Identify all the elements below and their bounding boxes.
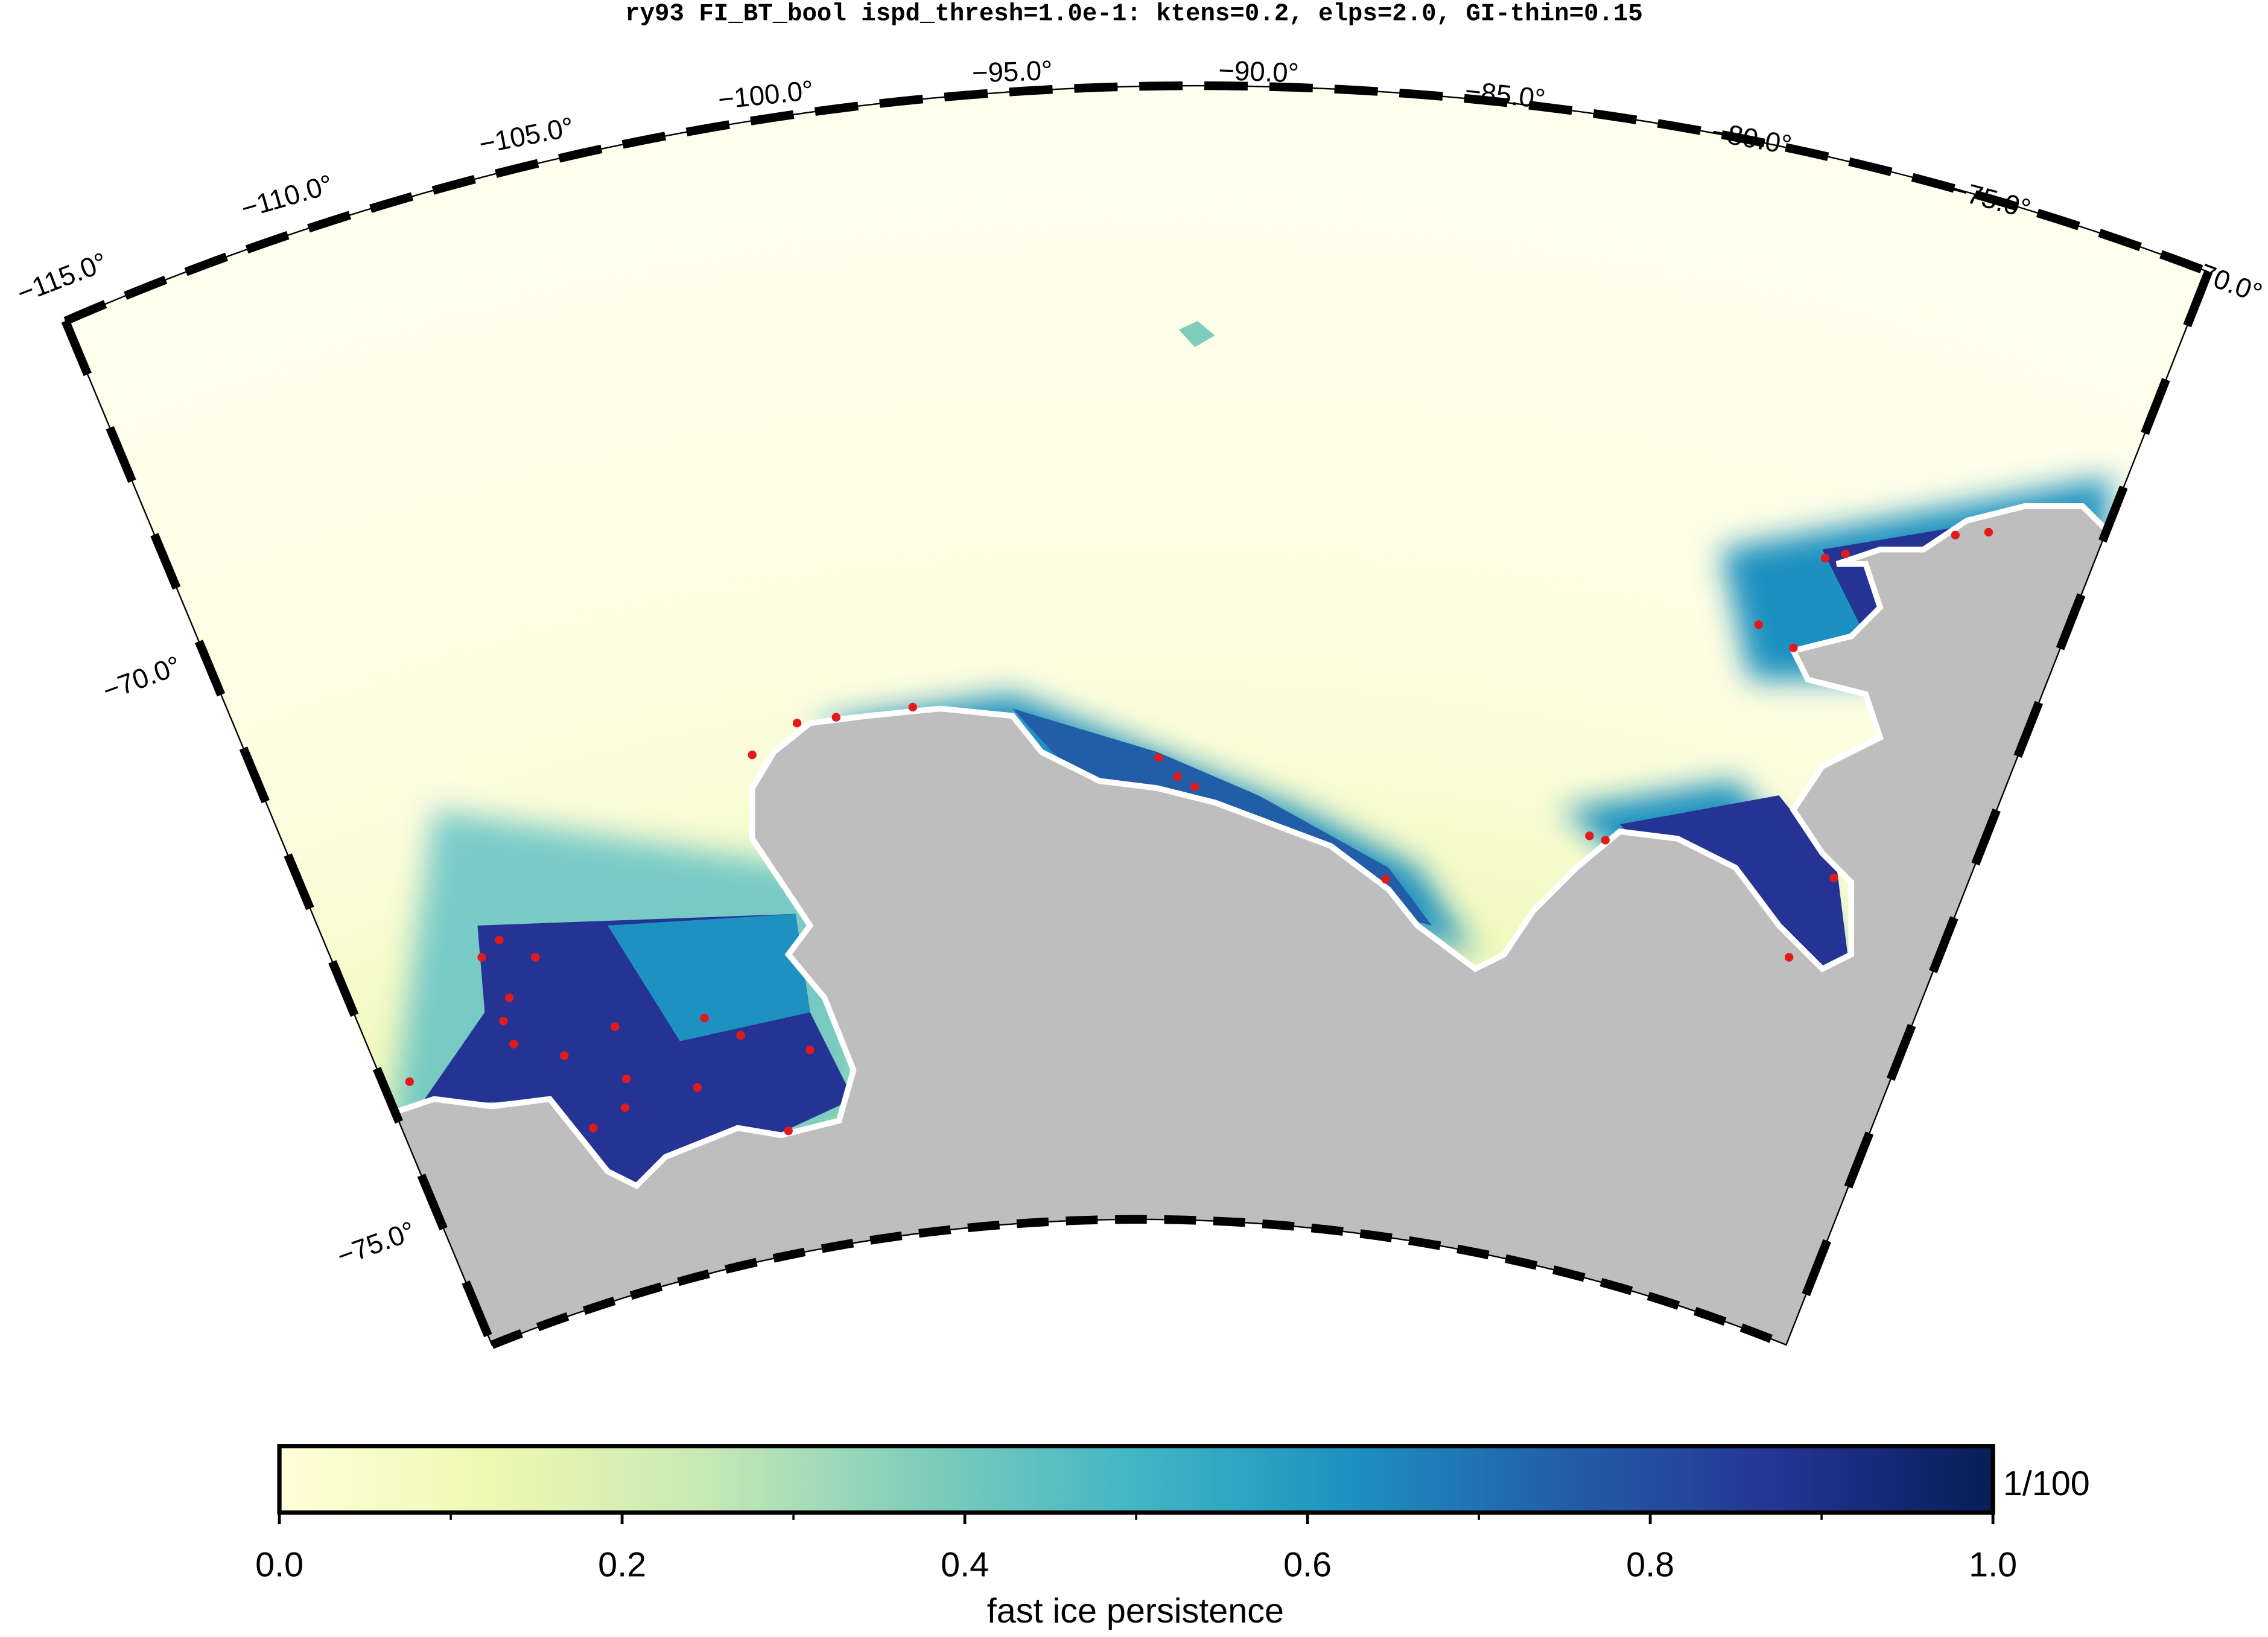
lon-label: −100.0° (717, 74, 815, 115)
fast-ice-core (608, 914, 810, 1041)
island (1178, 321, 1215, 348)
lon-label: −110.0° (238, 169, 336, 224)
grounded-icebergs (405, 527, 1993, 1136)
colorbar-tick-label: 0.4 (941, 1545, 989, 1584)
map-frame (61, 81, 2212, 1349)
lat-label: −75.0° (333, 1215, 419, 1272)
map-area (65, 86, 2209, 1345)
lon-label: −95.0° (971, 55, 1053, 89)
title: ry93 FI_BT_bool ispd_thresh=1.0e-1: kten… (625, 1, 1643, 28)
land (65, 500, 2209, 1345)
lat-label: −70.0° (99, 650, 185, 707)
colorbar-tick-label: 0.8 (1626, 1545, 1674, 1584)
colorbar-tick-label: 0.2 (598, 1545, 646, 1584)
colorbar-unit: 1/100 (2003, 1464, 2090, 1503)
colorbar-tick-label: 0.0 (255, 1545, 303, 1584)
colorbar-tick-label: 0.6 (1283, 1545, 1332, 1584)
lon-label: −105.0° (477, 111, 577, 159)
colorbar-tick-label: 1.0 (1969, 1545, 2017, 1584)
lon-label: −90.0° (1218, 55, 1300, 89)
colorbar-scale (277, 1444, 1995, 1515)
colorbar: 1/100 fast ice persistence 0.0 0.2 0.4 0.6 0… (255, 1444, 2090, 1630)
colorbar-label: fast ice persistence (987, 1592, 1284, 1630)
lon-label: −115.0° (13, 246, 111, 308)
